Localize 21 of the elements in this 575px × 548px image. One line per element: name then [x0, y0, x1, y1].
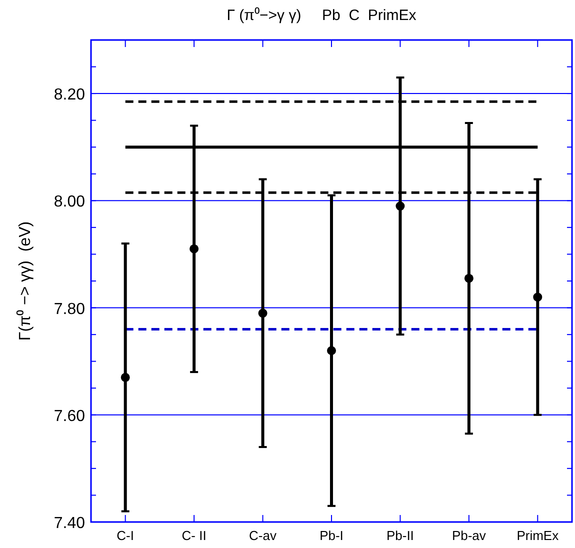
y-axis-title: Γ(π⁰ −> γγ) (eV) [16, 221, 34, 341]
point [258, 308, 268, 318]
point [396, 202, 405, 211]
y-tick-label: 8.00 [54, 194, 86, 211]
point [327, 346, 336, 356]
x-tick-label: Pb-I [320, 528, 344, 543]
x-tick-label: C-av [249, 528, 278, 543]
y-tick-label: 8.20 [54, 86, 86, 104]
point [190, 244, 199, 254]
point [120, 372, 130, 382]
point [464, 274, 474, 283]
point [533, 292, 542, 302]
x-tick-label: Pb-II [386, 528, 414, 543]
x-tick-label: C- II [182, 528, 206, 543]
chart-title: Γ (π⁰−>γ γ) Pb C PrimEx [226, 7, 417, 24]
x-tick-label: Pb-av [452, 528, 486, 543]
x-tick-label: C-I [116, 528, 134, 543]
x-tick-label: PrimEx [516, 528, 560, 543]
y-tick-label: 7.60 [54, 408, 86, 425]
y-tick-label: 7.80 [54, 300, 86, 318]
y-tick-label: 7.40 [54, 515, 86, 532]
